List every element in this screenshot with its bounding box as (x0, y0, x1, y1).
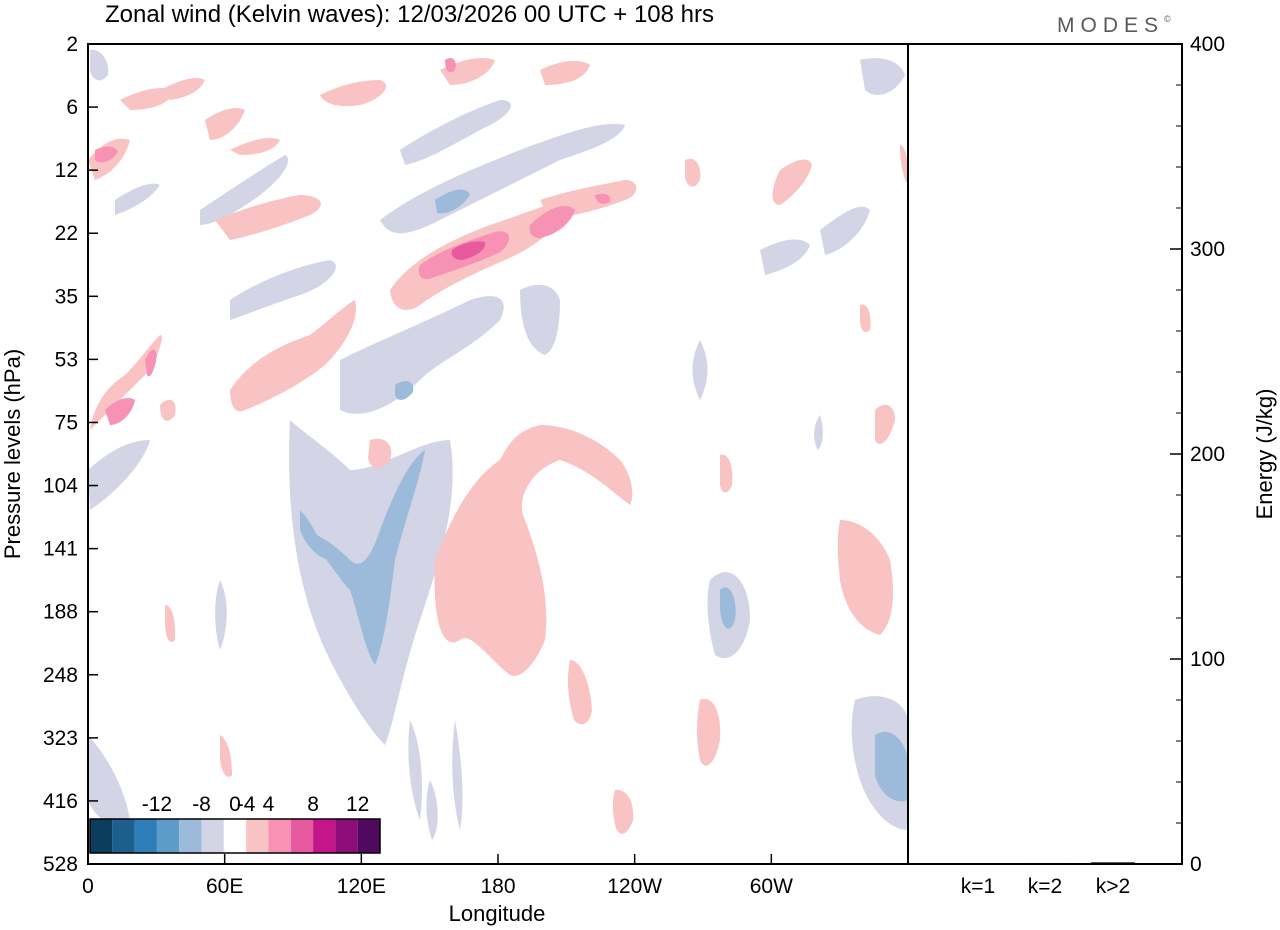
y-tick-label: 12 (55, 159, 78, 182)
energy-axis-label: Energy (J/kg) (1252, 389, 1277, 520)
brand-mark: © (1164, 14, 1177, 24)
brand-logo: MODES© (1057, 14, 1177, 37)
y-tick-label: 141 (43, 538, 78, 561)
colorbar-label: -12 (142, 793, 172, 816)
negative-mid-contours (300, 189, 908, 802)
y-tick-label: 6 (66, 96, 78, 119)
y-tick-label: 2 (66, 33, 78, 56)
y-tick-label: 53 (55, 348, 78, 371)
colorbar-label: 4 (263, 793, 275, 816)
y-tick-label: 22 (55, 222, 78, 245)
energy-axis: 0 100 200 300 400 (1170, 33, 1225, 876)
x-tick-label: 180 (480, 875, 515, 898)
colorbar-swatch (112, 819, 135, 853)
energy-bar (956, 863, 1000, 865)
colorbar-label: -4 (237, 793, 256, 816)
energy-bar (1091, 862, 1135, 864)
contour-field (88, 49, 908, 840)
colorbar-swatch (156, 819, 180, 853)
energy-tick-label: 200 (1190, 443, 1225, 466)
energy-panel-frame (907, 43, 1183, 865)
colorbar-swatch (290, 819, 314, 853)
colorbar-frame (89, 818, 381, 854)
x-tick-label: 60W (750, 875, 793, 898)
y-tick-label: 104 (43, 475, 78, 498)
colorbar: -12 -8 -40 4 8 12 (89, 793, 381, 854)
colorbar-swatch (246, 819, 269, 853)
colorbar-label: 0 (229, 793, 241, 816)
colorbar-swatch (134, 819, 157, 853)
energy-bars: k=1 k=2 k>2 (956, 862, 1135, 898)
y-tick-label: 188 (43, 601, 78, 624)
energy-bar (1023, 862, 1067, 864)
y-tick-label: 528 (43, 853, 78, 876)
pressure-axis: 2 6 12 22 35 53 75 104 141 188 248 323 416 528 (43, 33, 98, 876)
energy-tick-label: 100 (1190, 648, 1225, 671)
y-tick-label: 75 (55, 411, 78, 434)
colorbar-swatch (179, 819, 202, 853)
y-tick-label: 35 (55, 285, 78, 308)
energy-category-label: k=1 (961, 875, 995, 898)
x-tick-label: 120E (337, 875, 386, 898)
x-tick-label: 0 (82, 875, 94, 898)
colorbar-swatch (223, 819, 247, 853)
y-tick-label: 248 (43, 664, 78, 687)
colorbar-swatch (313, 819, 336, 853)
colorbar-swatch (201, 819, 224, 853)
colorbar-swatch (357, 819, 380, 853)
energy-tick-label: 300 (1190, 238, 1225, 261)
chart-title: Zonal wind (Kelvin waves): 12/03/2026 00… (105, 1, 714, 28)
y-tick-label: 323 (43, 727, 78, 750)
y-axis-label: Pressure levels (hPa) (0, 349, 25, 559)
colorbar-swatch (335, 819, 358, 853)
colorbar-swatch (268, 819, 291, 853)
y-tick-label: 416 (43, 790, 78, 813)
colorbar-label: 8 (307, 793, 319, 816)
colorbar-label: 12 (346, 793, 369, 816)
brand-name: MODES (1057, 14, 1164, 37)
colorbar-label: -8 (192, 793, 211, 816)
energy-tick-label: 400 (1190, 33, 1225, 56)
x-tick-label: 60E (206, 875, 243, 898)
colorbar-swatch (90, 819, 113, 853)
energy-category-label: k=2 (1028, 875, 1062, 898)
x-axis-label: Longitude (449, 901, 546, 926)
longitude-axis: 0 60E 120E 180 120W 60W (82, 854, 793, 898)
energy-category-label: k>2 (1096, 875, 1130, 898)
x-tick-label: 120W (607, 875, 662, 898)
positive-dark-contours (451, 241, 486, 260)
energy-tick-label: 0 (1190, 853, 1202, 876)
